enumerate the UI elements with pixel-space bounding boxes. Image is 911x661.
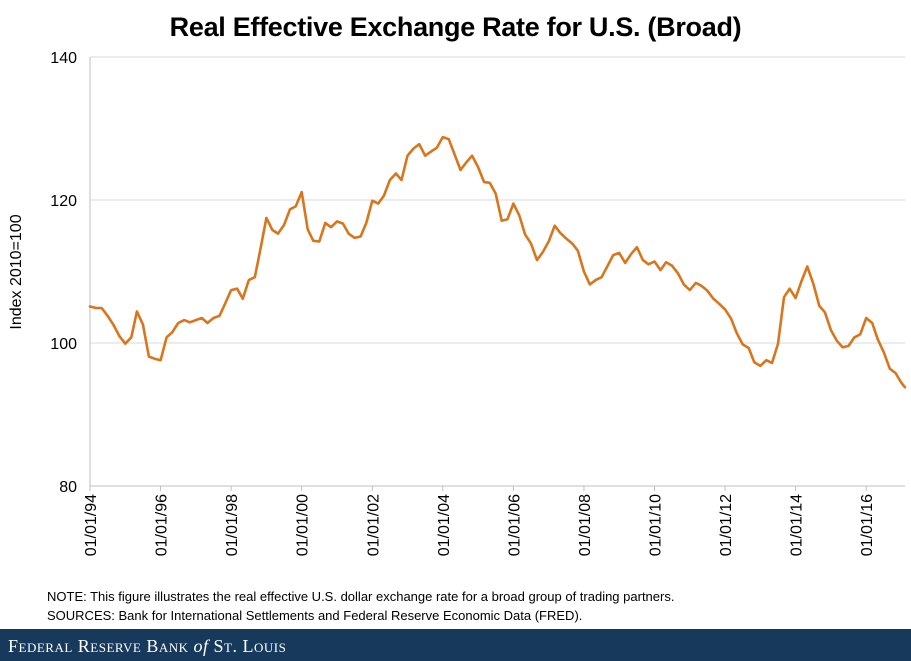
footer-prefix: Federal Reserve Bank: [8, 636, 194, 656]
y-tick-label: 80: [59, 479, 77, 496]
x-tick-label: 01/01/08: [577, 494, 594, 556]
chart-area: 80 100 120 140 01/01/94 01/01/96 01/01/98 01/01…: [8, 50, 907, 556]
x-tick-label: 01/01/02: [365, 494, 382, 556]
x-tick-label: 01/01/98: [224, 494, 241, 556]
y-tick-label: 120: [50, 193, 77, 210]
series-line: [88, 135, 907, 389]
y-axis-label: Index 2010=100: [8, 214, 25, 329]
footer-of: of: [193, 636, 209, 656]
chart-title: Real Effective Exchange Rate for U.S. (B…: [169, 12, 742, 42]
y-tick-label: 100: [50, 336, 77, 353]
chart-note: NOTE: This figure illustrates the real e…: [47, 589, 675, 604]
footer-suffix: St. Louis: [208, 636, 287, 656]
series-layer: [88, 135, 907, 389]
x-tick-label: 01/01/12: [718, 494, 735, 556]
x-tick-label: 01/01/06: [506, 494, 523, 556]
x-tick-label: 01/01/04: [436, 494, 453, 556]
x-tick-label: 01/01/94: [83, 494, 100, 556]
y-tick-label: 140: [50, 50, 77, 67]
x-tick-label: 01/01/16: [859, 494, 876, 556]
chart-sources: SOURCES: Bank for International Settleme…: [47, 608, 583, 623]
axes: 80 100 120 140 01/01/94 01/01/96 01/01/98 01/01…: [50, 50, 905, 556]
x-tick-label: 01/01/96: [154, 494, 171, 556]
footer-bar: Federal Reserve Bank of St. Louis: [0, 629, 911, 661]
footer-logo-text: Federal Reserve Bank of St. Louis: [8, 636, 286, 657]
x-tick-label: 01/01/14: [789, 494, 806, 556]
x-tick-label: 01/01/10: [648, 494, 665, 556]
x-tick-label: 01/01/00: [295, 494, 312, 556]
